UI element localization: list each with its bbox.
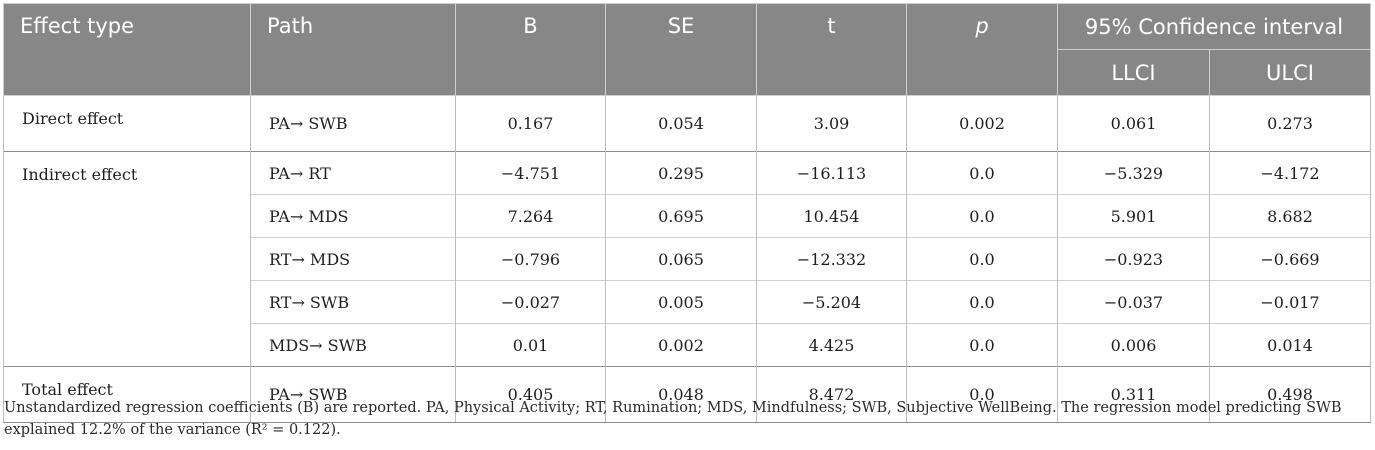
cell-ulci: 0.498: [1208, 366, 1372, 423]
cell-p: 0.0: [906, 237, 1058, 281]
cell-p: 0.0: [906, 366, 1058, 423]
cell-t: 3.09: [756, 95, 907, 152]
cell-p: 0.0: [906, 151, 1058, 195]
table-row: Direct effect PA→ SWB 0.167 0.054 3.09 0.002 0…: [3, 95, 1372, 152]
table-row: Indirect effect PA→ RT −4.751 0.295 −16.113 0…: [3, 151, 1372, 367]
cell-effect-type: Direct effect: [3, 95, 251, 152]
header-se: SE: [605, 3, 757, 96]
cell-p: 0.0: [906, 323, 1058, 367]
table-row: PA→ MDS 7.264 0.695 10.454 0.0 5.901 8.682: [4, 194, 1372, 238]
cell-b: −0.027: [455, 280, 606, 324]
cell-path: PA→ SWB: [250, 366, 456, 423]
table-footnote: Unstandardized regression coefficients (…: [4, 400, 1342, 438]
table-row: MDS→ SWB 0.01 0.002 4.425 0.0 0.006 0.014: [4, 323, 1372, 367]
cell-llci: 0.311: [1057, 366, 1210, 423]
cell-t: −12.332: [756, 237, 907, 281]
cell-ulci: −4.172: [1208, 151, 1372, 195]
cell-b: 0.01: [455, 323, 606, 367]
table-body: Direct effect PA→ SWB 0.167 0.054 3.09 0.002 0…: [3, 95, 1372, 423]
table-row: RT→ MDS −0.796 0.065 −12.332 0.0 −0.923 −0.669: [4, 237, 1372, 281]
cell-ulci: 0.014: [1208, 323, 1372, 367]
cell-p: 0.002: [906, 95, 1058, 152]
header-b: B: [455, 3, 606, 96]
cell-t: −16.113: [756, 151, 907, 195]
cell-path: RT→ MDS: [250, 237, 456, 281]
cell-llci: −0.037: [1057, 280, 1210, 324]
header-path: Path: [250, 3, 456, 96]
header-p: p: [906, 3, 1058, 96]
cell-ulci: −0.017: [1208, 280, 1372, 324]
table-header: Effect type Path B SE t p 95% Confidence…: [3, 3, 1372, 96]
table-row: Total effect PA→ SWB 0.405 0.048 8.472 0.0 0.3…: [3, 366, 1372, 423]
cell-se: 0.054: [605, 95, 757, 152]
cell-se: 0.005: [605, 280, 757, 324]
cell-llci: −5.329: [1057, 151, 1210, 195]
cell-effect-type: Indirect effect: [3, 151, 251, 367]
cell-path: MDS→ SWB: [250, 323, 456, 367]
cell-ulci: −0.669: [1208, 237, 1372, 281]
cell-b: 0.405: [455, 366, 606, 423]
cell-p: 0.0: [906, 280, 1058, 324]
cell-se: 0.695: [605, 194, 757, 238]
cell-b: −4.751: [455, 151, 606, 195]
cell-b: 0.167: [455, 95, 606, 152]
cell-path: PA→ SWB: [250, 95, 456, 152]
header-llci: LLCI: [1057, 49, 1210, 96]
header-confidence-interval: 95% Confidence interval: [1056, 3, 1372, 50]
header-t: t: [756, 3, 907, 96]
table-row: RT→ SWB −0.027 0.005 −5.204 0.0 −0.037 −0.017: [4, 280, 1372, 324]
cell-llci: 5.901: [1057, 194, 1210, 238]
cell-ulci: 8.682: [1208, 194, 1372, 238]
cell-se: 0.065: [605, 237, 757, 281]
regression-effects-table: Effect type Path B SE t p 95% Confidence…: [3, 3, 1372, 423]
header-ulci: ULCI: [1208, 49, 1372, 96]
cell-llci: 0.006: [1057, 323, 1210, 367]
cell-se: 0.048: [605, 366, 757, 423]
cell-t: 10.454: [756, 194, 907, 238]
cell-se: 0.295: [605, 151, 757, 195]
cell-p: 0.0: [906, 194, 1058, 238]
cell-t: 4.425: [756, 323, 907, 367]
cell-ulci: 0.273: [1208, 95, 1372, 152]
cell-t: 8.472: [756, 366, 907, 423]
cell-llci: 0.061: [1057, 95, 1210, 152]
header-effect-type: Effect type: [3, 3, 251, 96]
cell-t: −5.204: [756, 280, 907, 324]
cell-effect-type: Total effect: [3, 366, 251, 423]
cell-path: RT→ SWB: [250, 280, 456, 324]
cell-se: 0.002: [605, 323, 757, 367]
cell-path: PA→ MDS: [250, 194, 456, 238]
cell-b: 7.264: [455, 194, 606, 238]
cell-b: −0.796: [455, 237, 606, 281]
cell-path: PA→ RT: [250, 151, 456, 195]
cell-llci: −0.923: [1057, 237, 1210, 281]
